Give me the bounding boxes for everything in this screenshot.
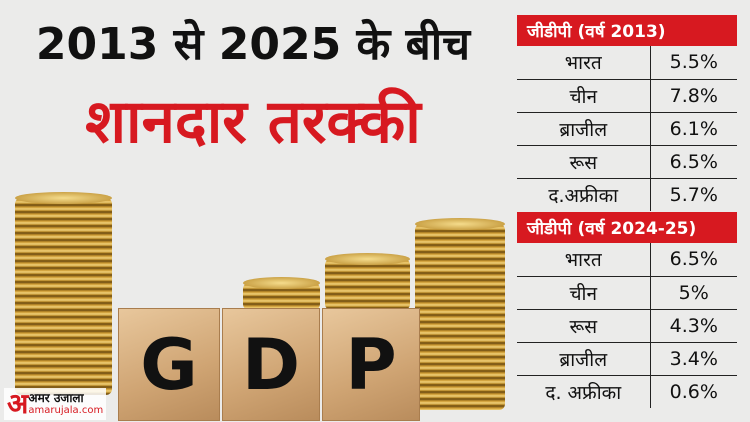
table-row: ब्राजील 3.4% — [517, 342, 737, 376]
logo-name: अमर उजाला — [28, 391, 84, 405]
gdp-block-d: D — [222, 308, 320, 421]
value: 0.6% — [649, 375, 737, 408]
table-row: भारत 6.5% — [517, 243, 737, 277]
country: द.अफ्रीका — [548, 184, 619, 207]
gdp-block-p: P — [322, 308, 420, 421]
table-header: जीडीपी (वर्ष 2013) — [517, 15, 737, 46]
table-row: रूस 4.3% — [517, 309, 737, 343]
logo-url: amarujala.com — [28, 405, 104, 416]
gdp-table-2024-25: जीडीपी (वर्ष 2024-25) भारत 6.5% चीन 5% रूस… — [517, 212, 737, 408]
table-row: चीन 5% — [517, 276, 737, 310]
coin-stack-left — [15, 192, 112, 395]
value: 6.1% — [649, 112, 737, 146]
value: 7.8% — [649, 79, 737, 113]
table-row: चीन 7.8% — [517, 79, 737, 113]
headline-line2: शानदार तरक्की — [85, 87, 421, 157]
coin-stack-medium — [325, 253, 410, 310]
gdp-table-2013: जीडीपी (वर्ष 2013) भारत 5.5% चीन 7.8% ब्रा… — [517, 15, 737, 211]
table-row: द. अफ्रीका 0.6% — [517, 375, 737, 408]
country: ब्राजील — [517, 342, 650, 376]
country: ब्राजील — [517, 112, 650, 146]
country: चीन — [517, 276, 650, 310]
logo-mark: अ — [7, 387, 29, 420]
headline-line1: 2013 से 2025 के बीच — [35, 19, 471, 70]
table-row: भारत 5.5% — [517, 46, 737, 80]
country: भारत — [517, 46, 650, 80]
value: 4.3% — [649, 309, 737, 343]
country: द. अफ्रीका — [545, 381, 622, 404]
table-row: द.अफ्रीका 5.7% — [517, 178, 737, 211]
value: 5% — [649, 276, 737, 310]
value: 5.7% — [649, 178, 737, 211]
value: 3.4% — [649, 342, 737, 376]
value: 6.5% — [649, 145, 737, 179]
country: चीन — [517, 79, 650, 113]
amar-ujala-logo: अ अमर उजाला amarujala.com — [4, 387, 107, 420]
coin-stack-small — [243, 277, 320, 310]
table-row: रूस 6.5% — [517, 145, 737, 179]
country: रूस — [517, 309, 650, 343]
coin-stack-right — [415, 218, 505, 410]
country: रूस — [517, 145, 650, 179]
value: 6.5% — [649, 243, 737, 277]
value: 5.5% — [649, 46, 737, 80]
country: भारत — [517, 243, 650, 277]
table-row: ब्राजील 6.1% — [517, 112, 737, 146]
gdp-block-g: G — [118, 308, 220, 421]
table-header: जीडीपी (वर्ष 2024-25) — [517, 212, 737, 243]
